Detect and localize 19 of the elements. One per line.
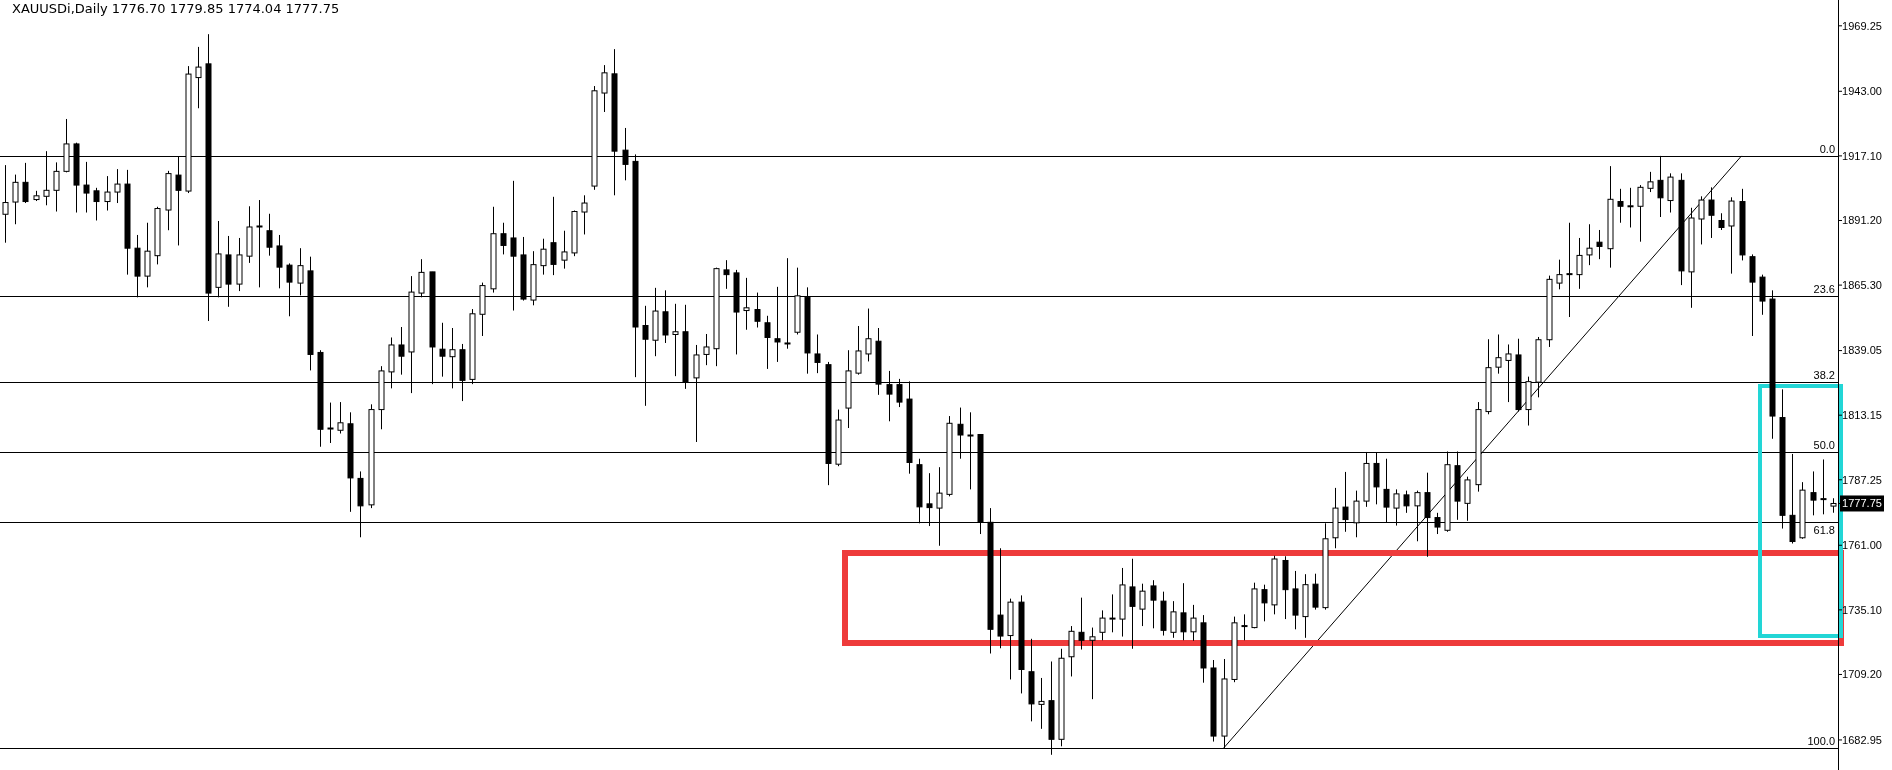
y-tick-label: 1787.25 bbox=[1842, 473, 1882, 486]
y-tick-label: 1891.20 bbox=[1842, 214, 1882, 227]
annotation: 23.6 bbox=[1813, 282, 1835, 295]
annotation: 61.8 bbox=[1813, 523, 1835, 536]
y-tick-label: 1943.00 bbox=[1842, 85, 1882, 98]
y-tick-label: 1682.95 bbox=[1842, 733, 1882, 746]
y-tick-label: 1777.75 bbox=[1842, 497, 1882, 510]
y-tick-label: 1761.00 bbox=[1842, 539, 1882, 552]
y-tick-label: 1917.10 bbox=[1842, 149, 1882, 162]
annotation: 50.0 bbox=[1813, 438, 1835, 451]
y-tick-label: 1839.05 bbox=[1842, 344, 1882, 357]
chart-title: XAUUSDi,Daily 1776.70 1779.85 1774.04 1777.75 bbox=[12, 1, 340, 16]
annotation: 0.0 bbox=[1819, 142, 1835, 155]
y-tick-label: 1709.20 bbox=[1842, 668, 1882, 681]
annotation: 38.2 bbox=[1813, 369, 1835, 382]
y-tick-label: 1969.25 bbox=[1842, 19, 1882, 32]
y-tick-label: 1865.30 bbox=[1842, 278, 1882, 291]
annotation: 100.0 bbox=[1807, 735, 1835, 748]
y-tick-label: 1813.15 bbox=[1842, 409, 1882, 422]
